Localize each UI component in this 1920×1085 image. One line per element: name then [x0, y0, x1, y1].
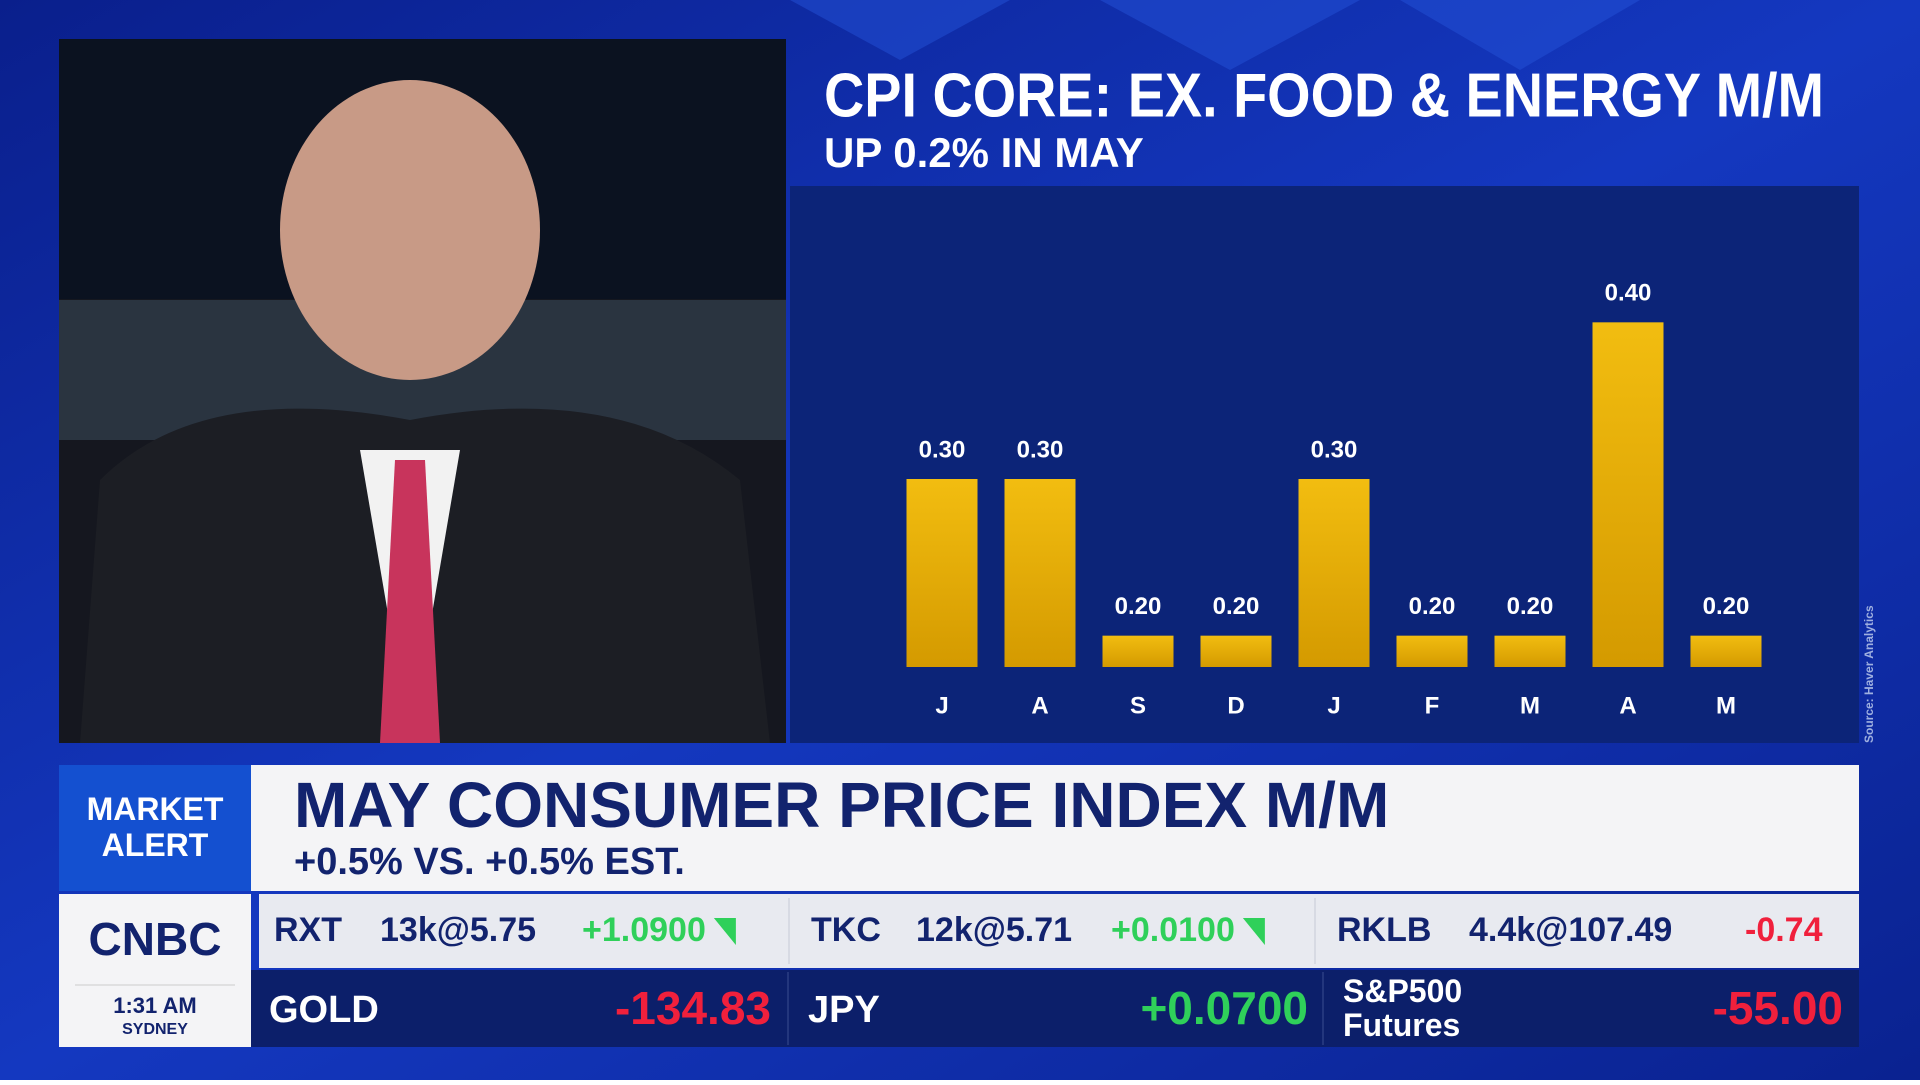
- market-name: JPY: [808, 989, 880, 1031]
- bar: [1004, 479, 1076, 667]
- tag-box: [59, 765, 251, 891]
- x-tick-label: M: [1716, 692, 1736, 719]
- ticker-symbol: TKC: [811, 911, 881, 949]
- chart-subtitle: UP 0.2% IN MAY: [824, 129, 1144, 176]
- ticker-trade: 12k@5.71: [916, 911, 1072, 949]
- x-tick-label: A: [1031, 692, 1048, 719]
- data-label: 0.20: [1703, 593, 1750, 620]
- clock: 1:31 AM: [113, 993, 197, 1018]
- ticker-arrow: [713, 918, 736, 945]
- data-label: 0.20: [1213, 593, 1260, 620]
- bg-pattern: [790, 0, 1640, 70]
- ticker-trade: 4.4k@107.49: [1469, 911, 1672, 949]
- logo-box: [59, 894, 251, 1047]
- bar: [1396, 635, 1468, 667]
- data-label: 0.20: [1409, 593, 1456, 620]
- market-name-line: S&P500: [1343, 973, 1462, 1009]
- source-note: Source: Haver Analytics: [1862, 605, 1876, 743]
- data-label: 0.40: [1605, 280, 1652, 307]
- x-tick-label: J: [935, 692, 948, 719]
- data-label: 0.20: [1115, 593, 1162, 620]
- video-feed: [59, 39, 786, 743]
- bar: [1200, 635, 1272, 667]
- market-name: S&P500 Futures: [1343, 973, 1462, 1043]
- banner-subhead: +0.5% VS. +0.5% EST.: [294, 841, 685, 883]
- city: SYDNEY: [122, 1021, 188, 1038]
- markets: GOLD -134.83 JPY +0.0700 S&P500 Futures -55.00: [269, 972, 1843, 1045]
- bar: [1690, 635, 1762, 667]
- x-tick-label: D: [1227, 692, 1244, 719]
- data-label: 0.30: [1017, 436, 1064, 463]
- ticker-row: [259, 894, 1859, 968]
- network-logo: CNBC: [89, 913, 222, 965]
- ticker-change: +1.0900: [582, 911, 706, 949]
- ticker-change: -0.74: [1745, 911, 1823, 949]
- banner-headline: MAY CONSUMER PRICE INDEX M/M: [294, 769, 1389, 841]
- x-tick-label: M: [1520, 692, 1540, 719]
- data-label: 0.30: [919, 436, 966, 463]
- x-tick-label: A: [1619, 692, 1636, 719]
- market-change: -55.00: [1713, 982, 1843, 1034]
- x-tick-label: F: [1425, 692, 1440, 719]
- tag-line: ALERT: [102, 827, 209, 863]
- ticker-arrow: [1242, 918, 1265, 945]
- markets-row: [251, 970, 1859, 1047]
- tag-line: MARKET: [87, 791, 224, 827]
- ticker-symbol: RKLB: [1337, 911, 1431, 949]
- data-label: 0.20: [1507, 593, 1554, 620]
- market-name: GOLD: [269, 989, 379, 1031]
- ticker: RXT 13k@5.75 +1.0900 TKC 12k@5.71 +0.0100 RKLB…: [274, 898, 1823, 964]
- bar: [906, 479, 978, 667]
- bar: [1298, 479, 1370, 667]
- chart-title: CPI CORE: EX. FOOD & ENERGY M/M: [824, 61, 1824, 130]
- bar-chart: 0.30 J 0.30 A 0.20 S 0.20 D 0.30 J 0.20 F 0.20 M 0.40 A…: [906, 280, 1762, 719]
- ticker-change: +0.0100: [1111, 911, 1235, 949]
- bar: [1102, 635, 1174, 667]
- ticker-trade: 13k@5.75: [380, 911, 536, 949]
- x-tick-label: J: [1327, 692, 1340, 719]
- bar: [1592, 322, 1664, 667]
- banner-tag: MARKET ALERT: [87, 791, 224, 863]
- x-tick-label: S: [1130, 692, 1146, 719]
- data-label: 0.30: [1311, 436, 1358, 463]
- market-change: -134.83: [615, 982, 771, 1034]
- market-name-line: Futures: [1343, 1007, 1460, 1043]
- ticker-symbol: RXT: [274, 911, 342, 949]
- market-change: +0.0700: [1140, 982, 1308, 1034]
- bar: [1494, 635, 1566, 667]
- banner: [59, 765, 1859, 891]
